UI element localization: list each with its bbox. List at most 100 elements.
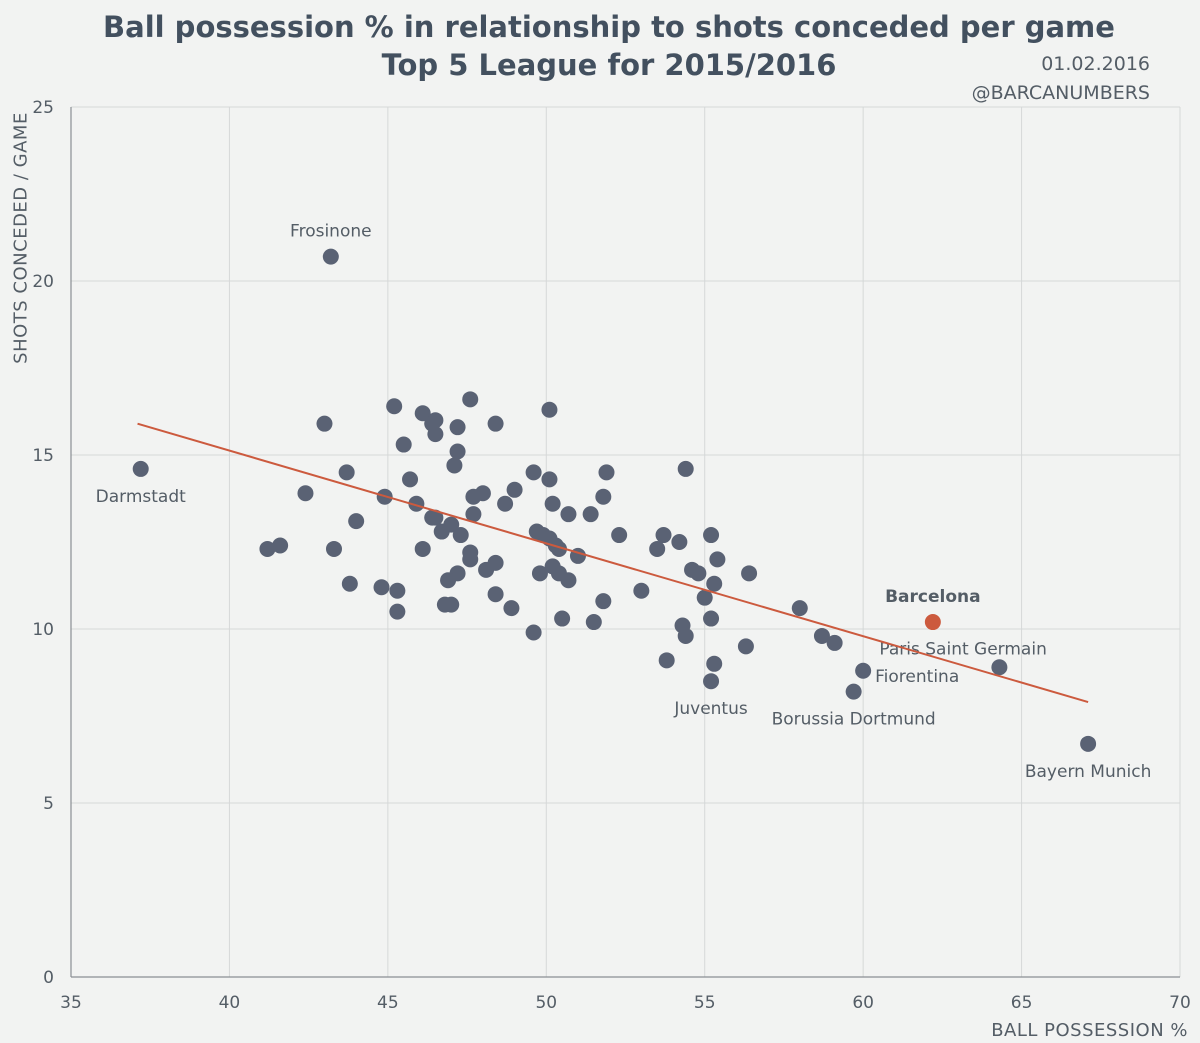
data-point — [449, 419, 466, 436]
data-point — [446, 457, 463, 474]
data-point — [741, 565, 758, 582]
data-point — [427, 509, 444, 526]
data-point — [348, 513, 365, 530]
data-point — [690, 565, 707, 582]
x-tick-label: 45 — [377, 993, 399, 1013]
data-point — [826, 634, 843, 651]
data-point — [560, 506, 577, 523]
chart-handle: @BARCANUMBERS — [971, 82, 1150, 104]
x-axis-title: BALL POSSESSION % — [991, 1020, 1188, 1041]
chart-title-line2: Top 5 League for 2015/2016 — [381, 48, 837, 82]
data-point — [506, 481, 523, 498]
x-tick-label: 35 — [60, 993, 82, 1013]
data-point — [709, 551, 726, 568]
data-point — [611, 527, 628, 544]
trend-line — [137, 422, 1089, 704]
x-tick-label: 40 — [219, 993, 241, 1013]
data-point — [703, 610, 720, 627]
point-label: Borussia Dortmund — [772, 710, 936, 730]
data-point — [598, 464, 615, 481]
data-point — [633, 582, 650, 599]
data-point — [813, 627, 830, 644]
data-point — [414, 405, 431, 422]
data-point — [414, 540, 431, 557]
y-tick-label: 5 — [43, 794, 54, 814]
data-point — [462, 391, 479, 408]
data-point — [465, 506, 482, 523]
data-point — [462, 551, 479, 568]
data-point — [386, 398, 403, 415]
point-label: Fiorentina — [875, 667, 959, 687]
chart-meta: 01.02.2016 @BARCANUMBERS — [972, 50, 1150, 108]
data-point — [402, 471, 419, 488]
chart-title: Ball possession % in relationship to sho… — [0, 8, 1200, 84]
data-point — [554, 610, 571, 627]
data-point — [449, 443, 466, 460]
data-point — [338, 464, 355, 481]
data-point — [706, 575, 723, 592]
data-point — [531, 565, 548, 582]
data-point — [259, 540, 276, 557]
point-label: Bayern Munich — [1025, 762, 1152, 782]
data-point — [297, 485, 314, 502]
point-label: Frosinone — [290, 222, 372, 242]
data-point — [585, 614, 602, 631]
labeled-data-point — [845, 683, 862, 700]
data-point — [677, 627, 694, 644]
data-point — [544, 495, 561, 512]
x-tick-label: 70 — [1169, 993, 1191, 1013]
x-tick-label: 55 — [694, 993, 716, 1013]
x-tick-label: 60 — [852, 993, 874, 1013]
y-tick-label: 15 — [32, 446, 54, 466]
data-point — [706, 655, 723, 672]
data-point — [649, 540, 666, 557]
data-point — [541, 471, 558, 488]
data-point — [325, 540, 342, 557]
labeled-data-point — [322, 248, 339, 265]
data-point — [389, 582, 406, 599]
point-label: Barcelona — [885, 587, 981, 607]
data-point — [737, 638, 754, 655]
data-point — [525, 624, 542, 641]
data-point — [696, 589, 713, 606]
data-point — [373, 579, 390, 596]
data-point — [443, 596, 460, 613]
data-point — [503, 600, 520, 617]
data-point — [595, 488, 612, 505]
highlight-data-point — [924, 614, 941, 631]
labeled-data-point — [855, 662, 872, 679]
data-point — [389, 603, 406, 620]
data-point — [703, 527, 720, 544]
x-tick-label: 50 — [535, 993, 557, 1013]
y-tick-label: 25 — [32, 98, 54, 118]
data-point — [595, 593, 612, 610]
data-point — [791, 600, 808, 617]
data-point — [433, 523, 450, 540]
data-point — [487, 586, 504, 603]
data-point — [474, 485, 491, 502]
labeled-data-point — [132, 460, 149, 477]
data-point — [316, 415, 333, 432]
data-point — [440, 572, 457, 589]
labeled-data-point — [1080, 735, 1097, 752]
data-point — [525, 464, 542, 481]
y-tick-label: 0 — [43, 968, 54, 988]
point-label: Darmstadt — [96, 487, 186, 507]
labeled-data-point — [703, 673, 720, 690]
data-point — [655, 527, 672, 544]
data-point — [478, 561, 495, 578]
data-point — [427, 426, 444, 443]
data-point — [671, 534, 688, 550]
point-label: Juventus — [673, 699, 748, 719]
data-point — [560, 572, 577, 589]
point-label: Paris Saint Germain — [879, 639, 1046, 659]
data-point — [341, 575, 358, 592]
data-point — [677, 460, 694, 477]
chart-title-line1: Ball possession % in relationship to sho… — [103, 10, 1115, 44]
chart-date: 01.02.2016 — [1041, 53, 1150, 75]
y-tick-label: 20 — [32, 272, 54, 292]
data-point — [658, 652, 675, 669]
data-point — [582, 506, 599, 523]
y-tick-label: 10 — [32, 620, 54, 640]
